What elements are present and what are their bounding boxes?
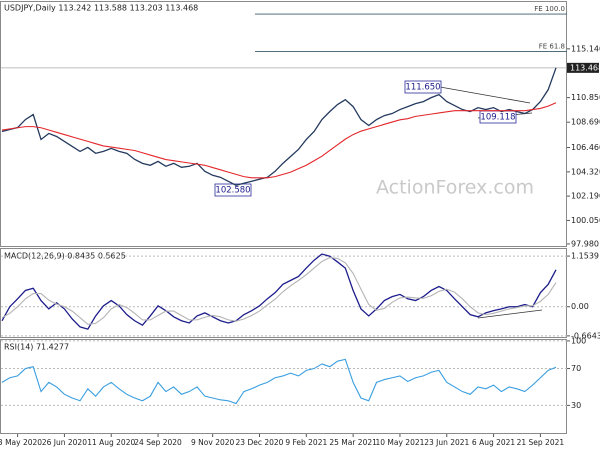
x-tick-label: 9 Feb 2021 xyxy=(285,438,327,447)
macd-panel xyxy=(0,248,567,338)
y-tick-label: 106.460 xyxy=(571,143,600,152)
macd-divergence xyxy=(477,309,543,319)
x-tick-label: 9 Nov 2020 xyxy=(191,438,234,447)
y-tick-label: 102.190 xyxy=(571,192,600,201)
price-title: USDJPY,Daily 113.242 113.588 113.203 113… xyxy=(4,4,198,13)
last-price-label: 113.468 xyxy=(570,63,600,72)
rsi-title: RSI(14) 71.4277 xyxy=(4,343,69,352)
annotation-label: 102.580 xyxy=(215,186,250,196)
y-tick-label: 110.850 xyxy=(571,93,600,102)
x-tick-label: 11 Aug 2020 xyxy=(87,438,135,447)
y-tick-label: 97.980 xyxy=(571,239,599,248)
x-tick-label: 23 Jun 2021 xyxy=(424,438,469,447)
y-tick-label: 115.140 xyxy=(571,44,600,53)
series-line xyxy=(1,256,557,325)
annotation-box xyxy=(404,80,442,94)
x-tick-label: 21 Sep 2021 xyxy=(517,438,565,447)
annotation-label: 109.118 xyxy=(480,113,515,123)
x-tick-label: 24 Sep 2020 xyxy=(134,438,182,447)
y-tick-label: 108.690 xyxy=(571,118,600,127)
x-tick-label: 25 Mar 2021 xyxy=(329,438,377,447)
price-panel xyxy=(0,1,567,247)
last-price-box xyxy=(567,62,599,73)
y-tick-label: 1.1539 xyxy=(571,252,599,261)
y-tick-label: 0.00 xyxy=(571,302,589,311)
x-tick-label: 6 Aug 2021 xyxy=(472,438,515,447)
rsi-panel xyxy=(0,339,567,434)
x-tick-label: 13 May 2020 xyxy=(0,438,42,447)
y-tick-label: 100 xyxy=(571,336,586,345)
triangle-upper xyxy=(439,86,531,104)
annotation-label: 111.650 xyxy=(405,83,440,93)
macd-title: MACD(12,26,9) 0.8435 0.5625 xyxy=(4,252,126,261)
watermark: ActionForex.com xyxy=(376,177,534,199)
series-line xyxy=(1,102,557,179)
series-line xyxy=(1,67,557,186)
level-label: FE 100.0 xyxy=(534,5,565,13)
level-label: FE 61.8 xyxy=(539,43,565,51)
y-tick-label: 70 xyxy=(571,364,581,373)
series-line xyxy=(1,253,557,330)
x-tick-label: 26 Jun 2020 xyxy=(42,438,87,447)
x-tick-label: 23 Dec 2020 xyxy=(236,438,284,447)
y-tick-label: 104.320 xyxy=(571,167,600,176)
y-tick-label: -0.6643 xyxy=(571,331,600,340)
y-tick-label: 30 xyxy=(571,401,581,410)
x-tick-label: 10 May 2021 xyxy=(375,438,424,447)
series-line xyxy=(1,358,557,405)
y-tick-label: 100.050 xyxy=(571,216,600,225)
